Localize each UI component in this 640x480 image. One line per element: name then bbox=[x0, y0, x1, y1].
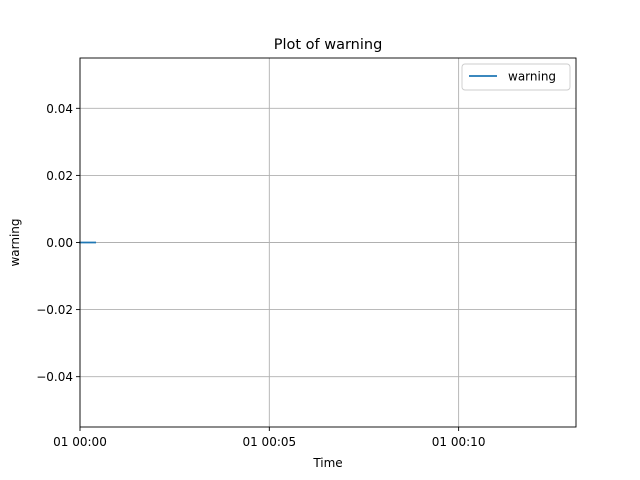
legend-box bbox=[461, 63, 571, 91]
y-axis-label: warning bbox=[8, 218, 22, 266]
chart-title: Plot of warning bbox=[274, 37, 383, 53]
x-tick-label: 01 00:00 bbox=[53, 435, 107, 449]
y-tick-label: −0.04 bbox=[36, 370, 73, 384]
x-ticks: 01 00:00 01 00:05 01 00:10 bbox=[53, 427, 485, 449]
y-tick-label: 0.04 bbox=[46, 102, 73, 116]
legend: warning bbox=[461, 63, 571, 91]
x-tick-label: 01 00:05 bbox=[242, 435, 296, 449]
y-tick-label: −0.02 bbox=[36, 303, 73, 317]
y-tick-label: 0.00 bbox=[46, 236, 73, 250]
x-axis-label: Time bbox=[312, 456, 342, 470]
x-tick-label: 01 00:10 bbox=[432, 435, 486, 449]
y-ticks: −0.04 −0.02 0.00 0.02 0.04 bbox=[36, 102, 80, 384]
legend-label: warning bbox=[508, 70, 556, 84]
y-tick-label: 0.02 bbox=[46, 169, 73, 183]
